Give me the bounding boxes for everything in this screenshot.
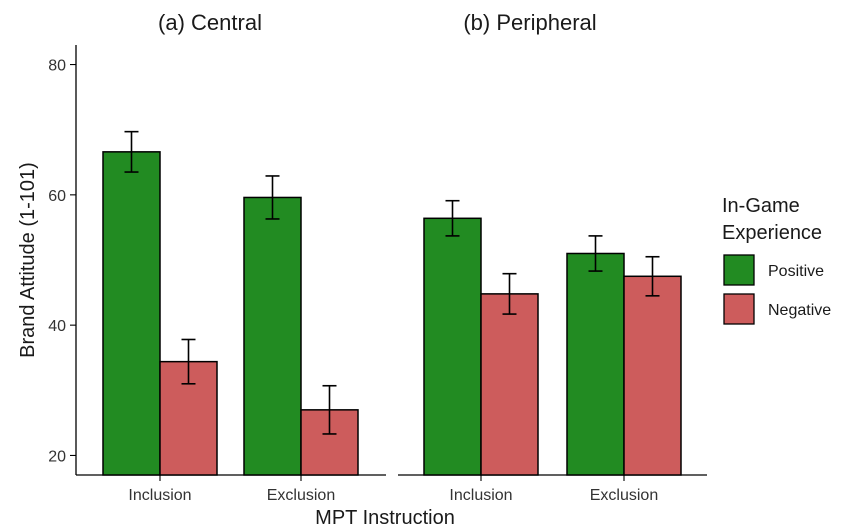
legend-title: In-Game — [722, 195, 800, 217]
panel-2: (b) Peripheral Inclusion Exclusion — [398, 10, 707, 504]
bar-negative — [480, 293, 539, 476]
x-axis-title: MPT Instruction — [315, 507, 455, 529]
legend-label: Positive — [768, 263, 824, 280]
error-bar — [502, 272, 517, 315]
bar-positive — [102, 151, 161, 476]
error-bar — [265, 175, 280, 220]
panel-title: (b) Peripheral — [463, 10, 596, 35]
panel-1: (a) Central Inclusion Exclusion — [76, 10, 386, 504]
bar-positive — [423, 217, 482, 476]
y-tick-label: 80 — [48, 58, 66, 75]
y-tick-label: 20 — [48, 448, 66, 465]
legend: In-Game Experience Positive Negative — [722, 195, 831, 325]
y-tick-label: 60 — [48, 188, 66, 205]
error-bar — [322, 384, 337, 435]
bar-negative — [623, 275, 682, 476]
error-bar — [124, 130, 139, 173]
panel-title: (a) Central — [158, 10, 262, 35]
legend-swatch-negative — [723, 293, 755, 325]
y-axis-title: Brand Attitude (1-101) — [17, 162, 39, 358]
legend-title: Experience — [722, 222, 822, 244]
x-tick-label: Inclusion — [128, 487, 191, 504]
legend-swatch-positive — [723, 254, 755, 286]
legend-label: Negative — [768, 302, 831, 319]
bar-positive — [243, 196, 302, 476]
axes: 20 40 60 80 — [48, 45, 77, 475]
x-tick-label: Exclusion — [267, 487, 335, 504]
error-bar — [588, 235, 603, 272]
error-bar — [181, 338, 196, 385]
x-tick-label: Inclusion — [449, 487, 512, 504]
bar-positive — [566, 252, 625, 476]
y-tick-label: 40 — [48, 318, 66, 335]
error-bar — [445, 199, 460, 237]
x-tick-label: Exclusion — [590, 487, 658, 504]
error-bar — [645, 255, 660, 297]
